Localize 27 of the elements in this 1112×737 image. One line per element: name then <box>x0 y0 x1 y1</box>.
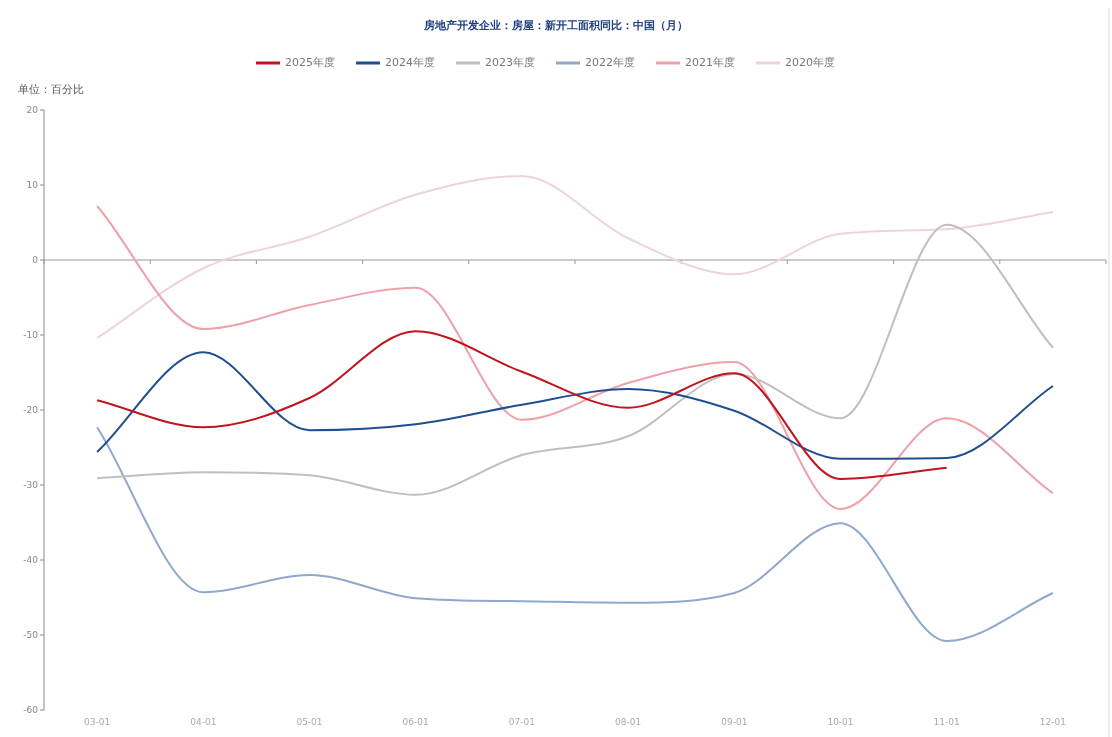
y-tick-label: 10 <box>26 180 39 190</box>
y-tick-label: 20 <box>26 105 39 115</box>
y-tick-label: -60 <box>23 705 39 715</box>
chart-title: 房地产开发企业：房屋：新开工面积同比：中国（月） <box>423 19 688 32</box>
x-tick-label: 11-01 <box>933 717 960 727</box>
y-tick-label: -30 <box>23 480 39 490</box>
y-tick-label: -50 <box>23 630 39 640</box>
x-tick-label: 05-01 <box>296 717 323 727</box>
x-tick-label: 08-01 <box>615 717 642 727</box>
x-tick-label: 10-01 <box>827 717 854 727</box>
x-tick-label: 04-01 <box>190 717 217 727</box>
y-axis-title: 单位：百分比 <box>18 83 84 96</box>
legend-label: 2020年度 <box>785 56 835 69</box>
x-tick-label: 03-01 <box>84 717 111 727</box>
x-tick-label: 12-01 <box>1039 717 1066 727</box>
legend-label: 2023年度 <box>485 56 535 69</box>
y-tick-label: -10 <box>23 330 39 340</box>
y-tick-label: 0 <box>32 255 39 265</box>
legend-label: 2021年度 <box>685 56 735 69</box>
x-tick-label: 07-01 <box>508 717 535 727</box>
legend-label: 2025年度 <box>285 56 335 69</box>
x-tick-label: 09-01 <box>721 717 748 727</box>
x-tick-label: 06-01 <box>402 717 429 727</box>
y-tick-label: -40 <box>23 555 39 565</box>
y-tick-label: -20 <box>23 405 39 415</box>
legend-label: 2024年度 <box>385 56 435 69</box>
legend-label: 2022年度 <box>585 56 635 69</box>
